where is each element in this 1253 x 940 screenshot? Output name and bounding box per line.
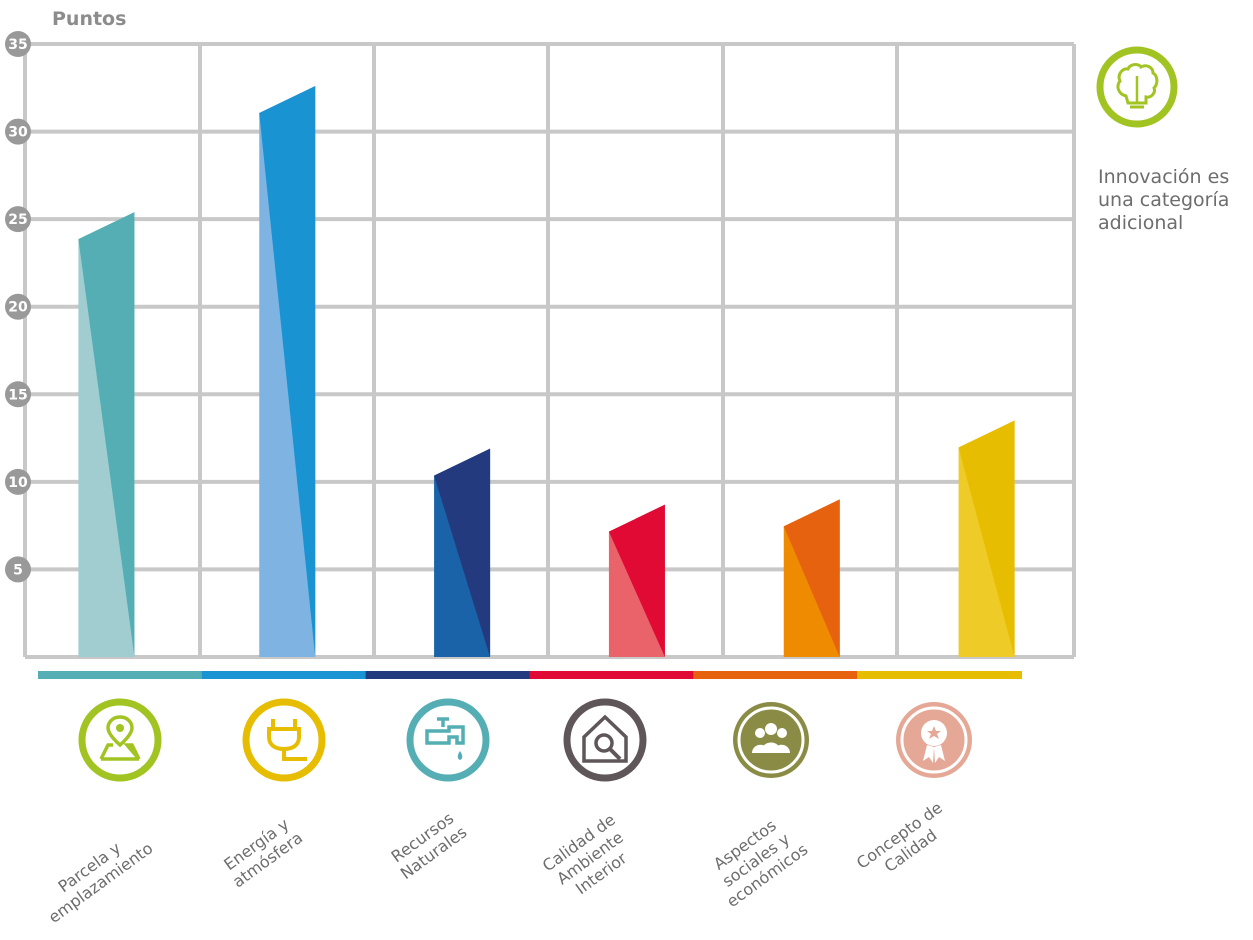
innovation-note: Innovación es una categoría adicional xyxy=(1098,166,1253,235)
y-tick-label: 5 xyxy=(13,562,23,578)
y-tick-marker xyxy=(5,118,31,145)
award-ribbon-icon xyxy=(896,702,972,778)
category-strip xyxy=(201,671,367,679)
y-tick-label: 15 xyxy=(8,387,27,403)
y-tick-label: 20 xyxy=(8,300,28,316)
category-strip xyxy=(857,671,1022,679)
plug-icon xyxy=(242,698,326,782)
y-tick-marker xyxy=(5,381,31,408)
bar-shade xyxy=(434,448,491,657)
y-tick-label: 25 xyxy=(8,212,27,228)
category-strip xyxy=(529,671,695,679)
y-tick-label: 35 xyxy=(8,37,27,53)
y-tick-marker xyxy=(5,556,31,583)
innovation-note-line: una categoría xyxy=(1098,189,1230,211)
map-pin-icon xyxy=(78,698,162,782)
category-strip xyxy=(693,671,859,679)
y-axis-label: Puntos xyxy=(52,8,127,30)
innovation-note-line: adicional xyxy=(1098,212,1184,234)
category-strip xyxy=(365,671,531,679)
water-tap-icon xyxy=(406,698,490,782)
y-tick-marker xyxy=(5,293,31,320)
y-tick-label: 30 xyxy=(8,125,28,141)
bar-shade xyxy=(259,86,316,657)
bar-shade xyxy=(958,420,1015,657)
bar-shade xyxy=(783,499,840,657)
y-tick-marker xyxy=(5,31,31,57)
y-tick-label: 10 xyxy=(8,475,28,491)
category-strip xyxy=(38,671,203,679)
bar-shade xyxy=(608,504,665,657)
brain-bulb-icon xyxy=(1096,46,1178,128)
bar-shade xyxy=(78,212,135,657)
home-inspect-icon xyxy=(563,698,647,782)
y-tick-marker xyxy=(5,468,31,495)
y-tick-marker xyxy=(5,206,31,233)
innovation-note-line: Innovación es xyxy=(1098,166,1230,188)
people-group-icon xyxy=(733,702,809,778)
